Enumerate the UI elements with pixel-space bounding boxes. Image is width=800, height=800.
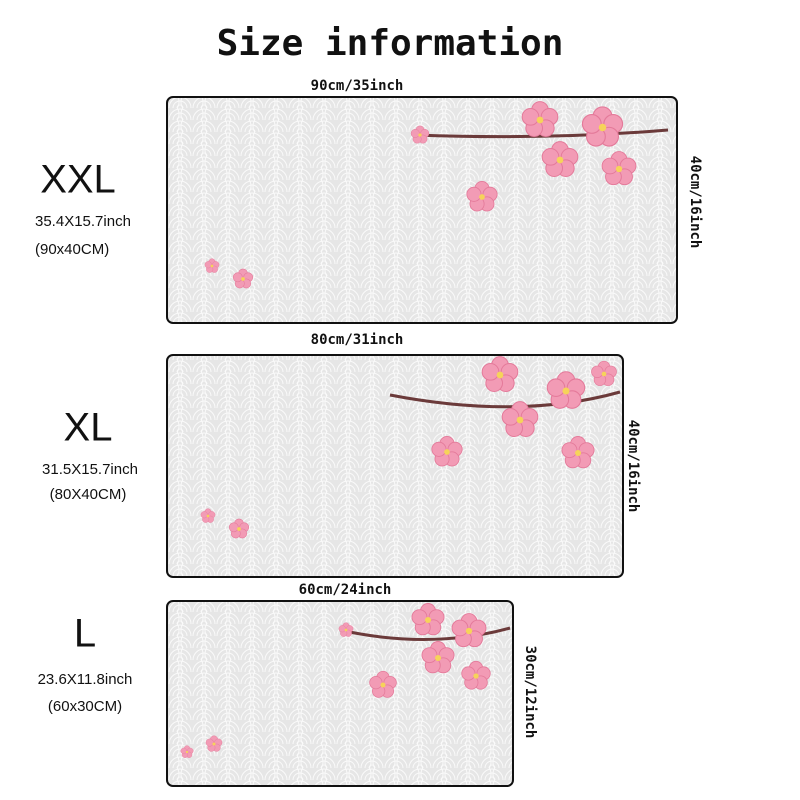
title: Size information [217,23,564,64]
height-label: 40cm/16inch [625,420,641,513]
mat-l [166,600,514,787]
size-name: L [74,612,96,656]
size-name: XXL [40,158,116,202]
height-label: 40cm/16inch [687,156,703,249]
width-label: 90cm/35inch [311,78,404,94]
mat-xl [166,354,624,578]
width-label: 80cm/31inch [311,332,404,348]
size-cm: (80X40CM) [50,486,127,503]
size-cm: (60x30CM) [48,698,122,715]
size-inch: 31.5X15.7inch [42,461,138,478]
size-name: XL [64,406,113,450]
width-label: 60cm/24inch [299,582,392,598]
size-inch: 35.4X15.7inch [35,213,131,230]
size-inch: 23.6X11.8inch [38,671,133,688]
height-label: 30cm/12inch [522,646,538,739]
size-cm: (90x40CM) [35,241,109,258]
mat-xxl [166,96,678,324]
